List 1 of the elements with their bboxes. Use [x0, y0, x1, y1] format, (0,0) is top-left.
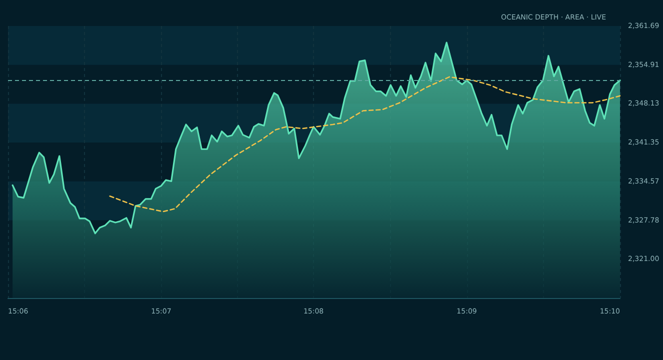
line-series	[109, 76, 621, 212]
